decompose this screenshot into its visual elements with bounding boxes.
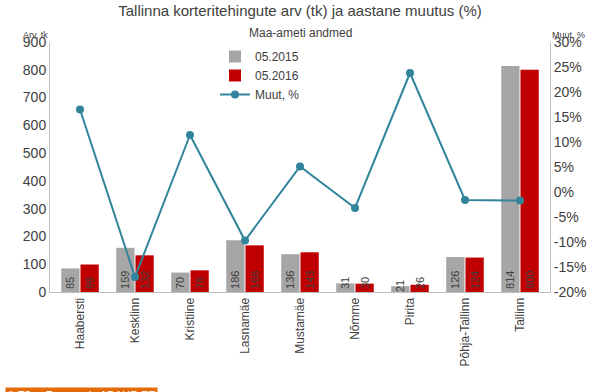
svg-text:© Tõnu Toompark, ADAUR.EE: © Tõnu Toompark, ADAUR.EE <box>7 389 156 392</box>
svg-text:20%: 20% <box>554 84 582 100</box>
svg-text:85: 85 <box>64 277 76 289</box>
svg-text:31: 31 <box>339 277 351 289</box>
svg-text:Haabersti: Haabersti <box>73 298 87 349</box>
svg-text:30: 30 <box>359 277 371 289</box>
svg-text:-15%: -15% <box>554 259 587 275</box>
svg-text:814: 814 <box>504 271 516 289</box>
svg-text:10%: 10% <box>554 134 582 150</box>
svg-text:Tallinn: Tallinn <box>513 298 527 332</box>
svg-text:600: 600 <box>23 117 47 133</box>
svg-text:25%: 25% <box>554 59 582 75</box>
svg-text:Nõmme: Nõmme <box>348 297 362 339</box>
svg-text:400: 400 <box>23 173 47 189</box>
svg-text:-20%: -20% <box>554 284 587 300</box>
svg-text:Kesklinn: Kesklinn <box>128 298 142 343</box>
svg-text:Muut, %: Muut, % <box>255 88 299 102</box>
svg-text:200: 200 <box>23 228 47 244</box>
svg-text:Muut, %: Muut, % <box>552 30 585 40</box>
svg-text:136: 136 <box>284 271 296 289</box>
svg-text:186: 186 <box>229 271 241 289</box>
svg-text:0%: 0% <box>554 184 574 200</box>
svg-text:700: 700 <box>23 89 47 105</box>
svg-text:78: 78 <box>194 277 206 289</box>
svg-text:30%: 30% <box>554 34 582 50</box>
svg-text:05.2015: 05.2015 <box>255 50 299 64</box>
svg-text:124: 124 <box>469 271 481 289</box>
svg-text:168: 168 <box>249 271 261 289</box>
svg-text:-10%: -10% <box>554 234 587 250</box>
svg-text:Pirita: Pirita <box>403 297 417 325</box>
svg-text:Arv, tk: Arv, tk <box>23 30 48 40</box>
svg-text:800: 800 <box>23 62 47 78</box>
svg-text:800: 800 <box>524 271 536 289</box>
svg-text:21: 21 <box>394 280 406 292</box>
svg-text:100: 100 <box>23 256 47 272</box>
svg-text:500: 500 <box>23 145 47 161</box>
svg-text:Kristiine: Kristiine <box>183 297 197 340</box>
svg-text:126: 126 <box>449 271 461 289</box>
svg-text:0: 0 <box>38 284 46 300</box>
svg-text:Põhja-Tallinn: Põhja-Tallinn <box>458 298 472 367</box>
svg-text:5%: 5% <box>554 159 574 175</box>
svg-text:Lasnamäe: Lasnamäe <box>238 297 252 353</box>
svg-text:-5%: -5% <box>554 209 579 225</box>
svg-text:26: 26 <box>414 277 426 289</box>
svg-text:300: 300 <box>23 201 47 217</box>
svg-text:05.2016: 05.2016 <box>255 69 299 83</box>
svg-text:70: 70 <box>174 277 186 289</box>
svg-text:900: 900 <box>23 34 47 50</box>
svg-text:Tallinna korteritehingute arv: Tallinna korteritehingute arv (tk) ja aa… <box>118 2 482 19</box>
svg-text:159: 159 <box>119 271 131 289</box>
svg-text:99: 99 <box>84 277 96 289</box>
svg-text:15%: 15% <box>554 109 582 125</box>
svg-text:Mustamäe: Mustamäe <box>293 297 307 353</box>
svg-text:132: 132 <box>139 271 151 289</box>
svg-text:143: 143 <box>304 271 316 289</box>
svg-text:Maa-ameti andmed: Maa-ameti andmed <box>249 26 352 40</box>
